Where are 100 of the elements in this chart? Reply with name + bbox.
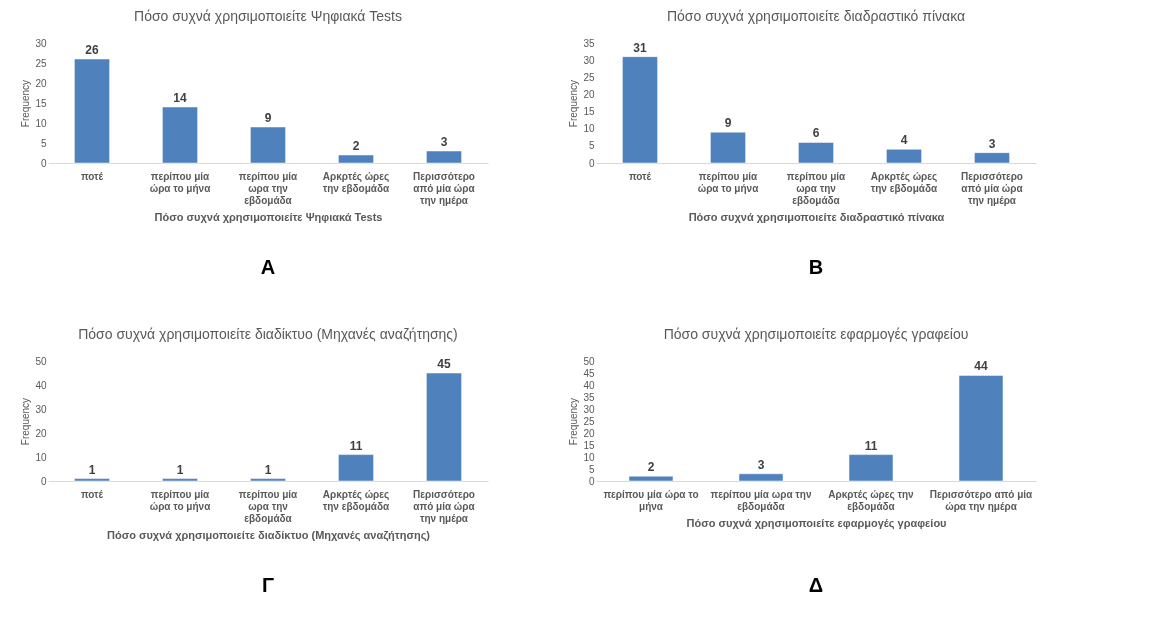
chart-title: Πόσο συχνά χρησιμοποιείτε διαδίκτυο (Μηχανές αναζήτησης) — [78, 326, 458, 342]
y-tick-label: 10 — [583, 123, 595, 135]
y-tick-label: 15 — [35, 97, 47, 109]
y-tick-label: 15 — [583, 106, 595, 118]
data-label: 2 — [647, 460, 655, 475]
y-axis-title: Frequency — [568, 397, 580, 446]
y-tick-label: 10 — [35, 451, 47, 463]
bar — [622, 56, 658, 164]
y-tick-label: 5 — [40, 137, 47, 149]
bar — [738, 473, 784, 482]
y-tick-label: 30 — [35, 37, 47, 49]
data-label: 9 — [724, 116, 732, 131]
x-tick-label: Αρκρτές ώρες την εβδομάδα — [322, 488, 391, 512]
y-tick-label: 35 — [583, 37, 595, 49]
data-label: 1 — [88, 462, 96, 477]
x-tick-label: Περισσότερο από μία ώρα την ημέρα — [961, 170, 1024, 206]
x-tick-label: περίπου μία ωρα την εβδομάδα — [238, 488, 299, 524]
x-tick-label: Περισσότερο από μία ώρα την ημέρα — [929, 488, 1034, 512]
data-label: 4 — [900, 133, 908, 148]
bar — [162, 478, 198, 482]
y-axis-title: Frequency — [20, 79, 32, 128]
data-label: 45 — [437, 357, 451, 371]
y-tick-label: 15 — [583, 439, 595, 451]
bar — [426, 372, 462, 482]
y-tick-label: 40 — [35, 379, 47, 391]
x-tick-label: περίπου μία ώρα το μήνα — [149, 488, 212, 512]
x-axis-title: Πόσο συχνά χρησιμοποιείτε εφαρμογές γραφείου — [686, 516, 947, 530]
y-axis-title: Frequency — [20, 397, 32, 446]
bar — [338, 154, 374, 164]
data-label: 11 — [349, 438, 363, 453]
data-label: 3 — [440, 135, 448, 149]
x-tick-label: περίπου μία ώρα το μήνα — [697, 170, 760, 194]
data-label: 3 — [988, 136, 996, 151]
bar — [250, 126, 286, 164]
chart-title: Πόσο συχνά χρησιμοποιείτε Ψηφιακά Tests — [134, 8, 402, 24]
bar — [958, 375, 1004, 482]
y-tick-label: 50 — [583, 355, 595, 367]
text: Γ — [261, 574, 275, 596]
y-tick-label: 20 — [583, 427, 595, 439]
x-tick-label: περίπου μία ωρα την εβδομάδα — [238, 170, 299, 206]
bar — [798, 142, 834, 164]
chart-title: Πόσο συχνά χρησιμοποιείτε εφαρμογές γραφείου — [663, 326, 969, 342]
x-axis-title: Πόσο συχνά χρησιμοποιείτε διαδίκτυο (Μηχανές αναζήτησης) — [106, 528, 431, 542]
bar — [426, 150, 462, 164]
data-label: 44 — [974, 359, 988, 374]
y-tick-label: 5 — [588, 140, 595, 152]
y-tick-label: 5 — [588, 463, 595, 475]
x-tick-label: ποτέ — [80, 488, 104, 500]
data-label: 1 — [264, 462, 272, 477]
data-label: 3 — [757, 457, 765, 472]
x-tick-label: ποτέ — [80, 170, 104, 182]
y-tick-label: 30 — [583, 54, 595, 66]
x-axis-title: Πόσο συχνά χρησιμοποιείτε διαδραστικό πίνακα — [688, 210, 945, 223]
data-label: 31 — [633, 40, 647, 55]
bar — [338, 454, 374, 482]
y-tick-label: 0 — [40, 475, 47, 487]
text: Δ — [808, 574, 824, 596]
bar — [74, 58, 110, 164]
y-tick-label: 25 — [583, 415, 595, 427]
bar — [710, 131, 746, 164]
y-tick-label: 10 — [583, 451, 595, 463]
bar — [162, 106, 198, 164]
y-tick-label: 0 — [588, 157, 595, 169]
bar — [74, 478, 110, 482]
data-label: 9 — [264, 111, 272, 125]
y-tick-label: 50 — [35, 355, 47, 367]
y-tick-label: 20 — [35, 427, 47, 439]
x-tick-label: περίπου μία ώρα το μήνα — [149, 170, 212, 194]
text: A — [260, 256, 276, 278]
y-tick-label: 40 — [583, 379, 595, 391]
chart-title: Πόσο συχνά χρησιμοποιείτε διαδραστικό πίνακα — [666, 8, 966, 24]
y-tick-label: 20 — [35, 77, 47, 89]
y-axis-title: Frequency — [568, 79, 580, 128]
data-label: 2 — [352, 139, 360, 153]
y-tick-label: 10 — [35, 117, 47, 129]
x-tick-label: Αρκρτές ώρες την εβδομάδα — [870, 170, 939, 194]
x-tick-label: περίπου μία ωρα την εβδομάδα — [786, 170, 847, 206]
x-tick-label: Περισσότερο από μία ώρα την ημέρα — [413, 488, 476, 524]
text: B — [808, 256, 824, 278]
x-tick-label: Αρκρτές ώρες την εβδομάδα — [322, 170, 391, 194]
x-tick-label: περίπου μία ωρα την εβδομάδα — [710, 488, 812, 512]
bar — [250, 478, 286, 482]
x-tick-label: Αρκρτές ώρες την εβδομάδα — [828, 488, 915, 512]
data-label: 6 — [812, 126, 820, 141]
data-label: 11 — [864, 438, 878, 453]
y-tick-label: 30 — [35, 403, 47, 415]
data-label: 1 — [176, 462, 184, 477]
x-tick-label: περίπου μία ώρα το μήνα — [603, 488, 699, 512]
data-label: 14 — [173, 91, 187, 105]
bar — [886, 149, 922, 164]
bar — [628, 475, 674, 482]
y-tick-label: 35 — [583, 391, 595, 403]
y-tick-label: 0 — [40, 157, 47, 169]
y-tick-label: 45 — [583, 367, 595, 379]
data-label: 26 — [85, 43, 99, 57]
x-tick-label: Περισσότερο από μία ώρα την ημέρα — [413, 170, 476, 206]
x-tick-label: ποτέ — [628, 170, 652, 182]
y-tick-label: 25 — [583, 71, 595, 83]
y-tick-label: 20 — [583, 88, 595, 100]
y-tick-label: 0 — [588, 475, 595, 487]
